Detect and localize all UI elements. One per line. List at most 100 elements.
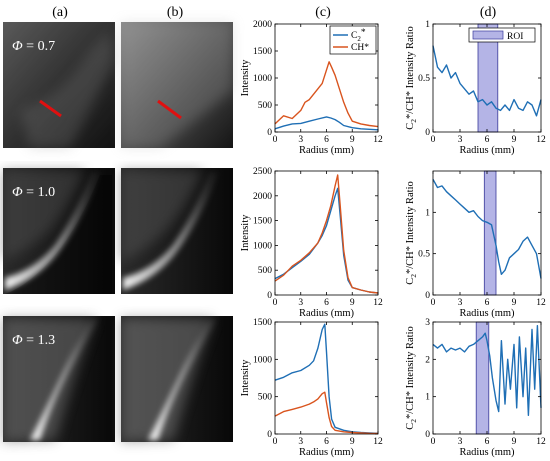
y-tick-label: 1 xyxy=(425,393,430,403)
red-line-b xyxy=(157,99,182,120)
y-tick-label: 0 xyxy=(267,430,272,440)
legend-label-roi: ROI xyxy=(507,32,523,42)
x-tick-label: 3 xyxy=(298,298,303,308)
x-tick-label: 6 xyxy=(485,437,490,447)
x-tick-label: 6 xyxy=(485,135,490,145)
image-b-phi-1.3 xyxy=(121,316,233,442)
x-tick-label: 0 xyxy=(273,298,278,308)
y-axis-label: Intensity xyxy=(240,214,251,251)
y-tick-label: 0.5 xyxy=(418,250,430,260)
column-label-a: (a) xyxy=(52,5,68,20)
x-tick-label: 3 xyxy=(458,135,463,145)
phi-label-row3: Φ = 1.3 xyxy=(12,333,55,348)
legend-swatch-roi xyxy=(472,30,504,40)
y-tick-label: 1500 xyxy=(253,217,272,227)
x-axis-label: Radius (mm) xyxy=(299,145,355,156)
x-tick-label: 9 xyxy=(512,135,517,145)
y-tick-label: 1 xyxy=(425,20,430,30)
x-axis-label: Radius (mm) xyxy=(299,308,355,319)
x-tick-label: 3 xyxy=(298,135,303,145)
phi-label-row1: Φ = 0.7 xyxy=(12,39,55,54)
column-label-d: (d) xyxy=(480,5,497,20)
svg-text:Φ = 1.3: Φ = 1.3 xyxy=(12,333,55,348)
y-tick-label: 0 xyxy=(425,128,430,138)
x-tick-label: 6 xyxy=(485,298,490,308)
column-label-b: (b) xyxy=(167,5,184,20)
y-tick-label: 0 xyxy=(425,291,430,301)
x-tick-label: 3 xyxy=(298,437,303,447)
chart-d-phi-0.7: 0 3 6 9 12 0 0.5 1 Radius (mm) C2*/CH* Intensity … xyxy=(405,20,546,156)
y-tick-label: 2500 xyxy=(253,167,272,177)
series-line-first xyxy=(274,116,379,131)
x-tick-label: 3 xyxy=(458,437,463,447)
chart-c-phi-1.0: 0 3 6 9 12 0 500 1000 1500 2000 2500 Radius (mm) Int… xyxy=(240,167,383,319)
y-tick-label: 2 xyxy=(425,355,430,365)
y-tick-label: 1500 xyxy=(253,47,272,57)
y-tick-label: 500 xyxy=(258,101,273,111)
chart-c-phi-1.3: 0 3 6 9 12 0 500 1000 1500 Radius (mm) Intensity xyxy=(240,318,383,458)
y-tick-label: 0.5 xyxy=(418,74,430,84)
series-line-first xyxy=(432,178,542,279)
x-tick-label: 0 xyxy=(273,135,278,145)
x-tick-label: 12 xyxy=(536,437,546,447)
y-tick-label: 1000 xyxy=(253,355,272,365)
x-tick-label: 6 xyxy=(324,135,329,145)
x-axis-label: Radius (mm) xyxy=(459,447,515,458)
y-axis-label: Intensity xyxy=(240,359,251,396)
image-a-phi-1.3: Φ = 1.3 xyxy=(3,316,115,442)
legend-label: C2* xyxy=(351,28,366,43)
y-tick-label: 0 xyxy=(425,430,430,440)
y-tick-label: 1500 xyxy=(253,318,272,328)
x-axis-label: Radius (mm) xyxy=(459,308,515,319)
svg-text:Φ = 1.0: Φ = 1.0 xyxy=(12,185,55,200)
x-tick-label: 0 xyxy=(431,437,436,447)
phi-label-row2: Φ = 1.0 xyxy=(12,185,55,200)
image-a-phi-0.7: Φ = 0.7 xyxy=(3,22,115,148)
x-tick-label: 0 xyxy=(273,437,278,447)
x-tick-label: 9 xyxy=(350,437,355,447)
x-tick-label: 9 xyxy=(350,135,355,145)
y-tick-label: 500 xyxy=(258,393,273,403)
y-axis-label: Intensity xyxy=(240,59,251,96)
roi-band xyxy=(483,170,497,296)
series-line-second xyxy=(274,174,379,294)
x-tick-label: 12 xyxy=(373,135,383,145)
column-label-c: (c) xyxy=(315,5,331,20)
image-b-phi-1.0 xyxy=(121,168,233,294)
x-axis-label: Radius (mm) xyxy=(459,145,515,156)
y-tick-label: 1000 xyxy=(253,241,272,251)
x-tick-label: 6 xyxy=(324,298,329,308)
x-tick-label: 9 xyxy=(512,437,517,447)
x-tick-label: 9 xyxy=(512,298,517,308)
series-line-first xyxy=(274,323,379,434)
x-tick-label: 9 xyxy=(350,298,355,308)
legend-label: CH* xyxy=(351,43,369,53)
legend-box xyxy=(329,25,377,55)
plot-frame xyxy=(274,170,379,296)
series-line-second xyxy=(274,391,379,435)
x-tick-label: 0 xyxy=(431,298,436,308)
chart-d-phi-1.0: 0 3 6 9 12 0 0.5 1 Radius (mm) C2*/CH* Intensity … xyxy=(405,170,546,319)
y-tick-label: 1 xyxy=(425,208,430,218)
y-axis-label: C2*/CH* Intensity Ratio xyxy=(405,326,418,430)
y-tick-label: 0 xyxy=(267,128,272,138)
y-tick-label: 500 xyxy=(258,266,273,276)
x-tick-label: 12 xyxy=(373,437,383,447)
plot-frame xyxy=(274,321,379,435)
svg-text:Φ = 0.7: Φ = 0.7 xyxy=(12,39,55,54)
x-tick-label: 6 xyxy=(324,437,329,447)
y-axis-label: C2*/CH* Intensity Ratio xyxy=(405,181,418,285)
y-tick-label: 1000 xyxy=(253,74,272,84)
red-line-a xyxy=(39,99,62,118)
chart-c-phi-0.7: 0 3 6 9 12 0 500 1000 1500 2000 Radius (mm) Intensi… xyxy=(240,20,383,156)
x-axis-label: Radius (mm) xyxy=(299,447,355,458)
x-tick-label: 0 xyxy=(431,135,436,145)
series-line-first xyxy=(432,45,542,117)
x-tick-label: 3 xyxy=(458,298,463,308)
series-line-first xyxy=(432,325,542,416)
image-b-phi-0.7 xyxy=(121,22,233,148)
series-line-first xyxy=(274,187,379,294)
